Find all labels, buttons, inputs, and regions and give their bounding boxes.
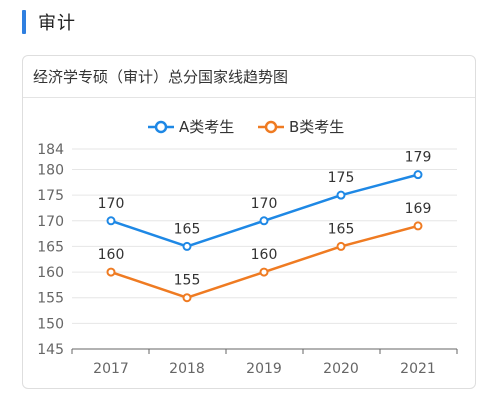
- data-label: 170: [251, 196, 278, 212]
- data-point: [336, 241, 346, 251]
- x-tick-label: 2021: [400, 361, 436, 377]
- data-point: [413, 221, 423, 231]
- section-header: 审计: [22, 8, 76, 36]
- accent-bar: [22, 10, 26, 34]
- data-point: [336, 190, 346, 200]
- data-label: 160: [98, 247, 125, 263]
- data-point: [413, 170, 423, 180]
- legend-label: A类考生: [179, 118, 234, 136]
- data-point: [182, 241, 192, 251]
- x-tick-label: 2017: [93, 361, 129, 377]
- chart-title: 经济学专硕（审计）总分国家线趋势图: [23, 56, 475, 98]
- data-label: 175: [328, 170, 355, 186]
- y-tick-label: 150: [37, 316, 64, 332]
- data-point: [106, 216, 116, 226]
- y-tick-label: 170: [37, 214, 64, 230]
- y-tick-label: 160: [37, 265, 64, 281]
- legend-label: B类考生: [289, 118, 344, 136]
- legend-marker: [154, 120, 168, 134]
- legend-marker: [264, 120, 278, 134]
- y-tick-label: 184: [37, 142, 64, 158]
- data-point: [259, 216, 269, 226]
- data-label: 165: [174, 221, 201, 237]
- data-point: [259, 267, 269, 277]
- y-tick-label: 145: [37, 342, 64, 358]
- data-point: [106, 267, 116, 277]
- y-tick-label: 165: [37, 239, 64, 255]
- section-title: 审计: [38, 13, 76, 34]
- data-label: 165: [328, 221, 355, 237]
- y-tick-label: 180: [37, 163, 64, 179]
- data-label: 169: [405, 201, 432, 217]
- data-label: 160: [251, 247, 278, 263]
- data-label: 155: [174, 273, 201, 289]
- y-tick-label: 175: [37, 188, 64, 204]
- x-tick-label: 2019: [246, 361, 282, 377]
- data-point: [182, 293, 192, 303]
- x-tick-label: 2020: [323, 361, 359, 377]
- y-tick-label: 155: [37, 291, 64, 307]
- chart-card: 经济学专硕（审计）总分国家线趋势图: [22, 55, 476, 389]
- data-label: 179: [405, 150, 432, 166]
- data-label: 170: [98, 196, 125, 212]
- x-tick-label: 2018: [169, 361, 205, 377]
